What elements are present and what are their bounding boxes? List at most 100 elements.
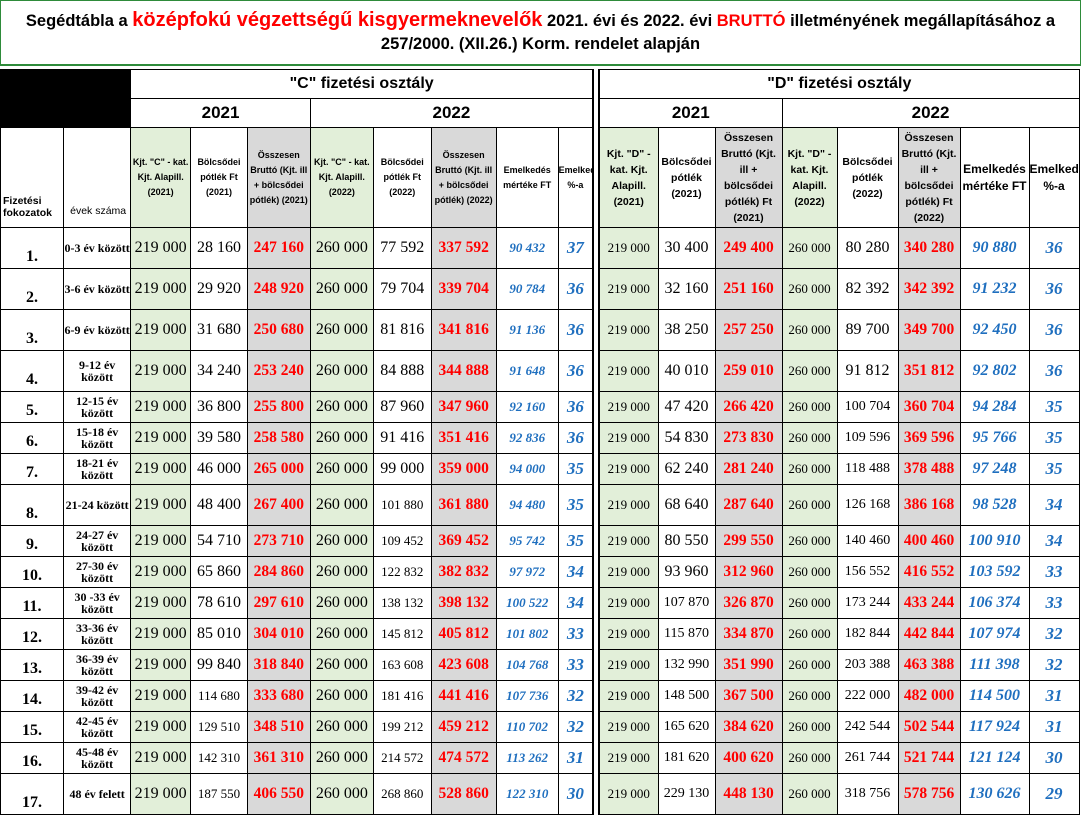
c-total-2022: 341 816 <box>430 309 497 351</box>
title-text: Segédtábla a <box>25 12 133 30</box>
d-total-2021: 367 500 <box>714 680 783 712</box>
d-base-2022: 260 000 <box>781 649 838 681</box>
d-base-2021: 219 000 <box>598 350 659 392</box>
c-total-2021: 248 920 <box>246 268 311 310</box>
d-percent: 30 <box>1028 742 1080 774</box>
d-potlek-2021: 80 550 <box>657 525 716 557</box>
d-increase: 100 910 <box>959 525 1030 557</box>
d-increase: 130 626 <box>959 773 1030 815</box>
c-increase: 107 736 <box>495 680 559 712</box>
d-potlek-2022: 100 704 <box>836 391 899 423</box>
c-total-2021: 273 710 <box>246 525 311 557</box>
c-potlek-2022: 138 132 <box>372 587 432 619</box>
c-base-2022: 260 000 <box>309 422 374 454</box>
table-row: 2. 3-6 év között 219 000 29 920 248 920 260 0… <box>0 268 594 310</box>
c-base-2021: 219 000 <box>130 453 192 485</box>
c-percent: 30 <box>557 773 594 815</box>
d-potlek-2022: 80 280 <box>836 227 899 269</box>
step-number: 11. <box>0 587 65 619</box>
d-total-2022: 342 392 <box>897 268 961 310</box>
d-total-2022: 521 744 <box>897 742 961 774</box>
c-base-2022: 260 000 <box>309 618 374 650</box>
step-number: 2. <box>0 268 65 310</box>
c-base-2022: 260 000 <box>309 268 374 310</box>
class-c-table: "C" fizetési osztály 2021 2022 Fizetési … <box>0 69 594 815</box>
d-total-2022: 433 244 <box>897 587 961 619</box>
d-potlek-2022: 222 000 <box>836 680 899 712</box>
c-total-2022: 339 704 <box>430 268 497 310</box>
c-potlek-2022: 163 608 <box>372 649 432 681</box>
table-row: 1. 0-3 év között 219 000 28 160 247 160 260 0… <box>0 227 594 269</box>
d-increase: 90 880 <box>959 227 1030 269</box>
c-total-2022: 359 000 <box>430 453 497 485</box>
table-row: 13. 36-39 év között 219 000 99 840 318 840 26… <box>0 649 594 681</box>
d-total-2021: 299 550 <box>714 525 783 557</box>
c-potlek-2021: 99 840 <box>190 649 248 681</box>
d-increase: 97 248 <box>959 453 1030 485</box>
d-total-2021: 249 400 <box>714 227 783 269</box>
d-percent: 35 <box>1028 391 1080 423</box>
d-total-2022: 360 704 <box>897 391 961 423</box>
table-row: 219 000 47 420 266 420 260 000 100 704 360 70… <box>598 391 1080 423</box>
year-interval: 15-18 év között <box>63 422 132 454</box>
d-total-2021: 334 870 <box>714 618 783 650</box>
c-potlek-2022: 91 416 <box>372 422 432 454</box>
title-highlight: középfokú végzettségű kisgyermeknevelők <box>132 9 543 31</box>
year-interval: 0-3 év között <box>63 227 132 269</box>
c-potlek-2022: 145 812 <box>372 618 432 650</box>
year-interval: 30 -33 év között <box>63 587 132 619</box>
c-total-2022: 347 960 <box>430 391 497 423</box>
d-percent: 35 <box>1028 453 1080 485</box>
c-percent: 34 <box>557 556 594 588</box>
c-increase: 92 836 <box>495 422 559 454</box>
c-total-2022: 382 832 <box>430 556 497 588</box>
step-number: 4. <box>0 350 65 392</box>
d-potlek-2021: 229 130 <box>657 773 716 815</box>
c-base-2022: 260 000 <box>309 742 374 774</box>
d-total-2021: 257 250 <box>714 309 783 351</box>
c-percent: 36 <box>557 309 594 351</box>
d-potlek-2022: 140 460 <box>836 525 899 557</box>
d-potlek-2022: 261 744 <box>836 742 899 774</box>
c-potlek-2021: 36 800 <box>190 391 248 423</box>
table-row: 219 000 62 240 281 240 260 000 118 488 378 48… <box>598 453 1080 485</box>
d-increase: 106 374 <box>959 587 1030 619</box>
c-total-2021: 348 510 <box>246 711 311 743</box>
header-c-percent: Emelkedés %-a <box>557 127 594 228</box>
d-total-2022: 502 544 <box>897 711 961 743</box>
header-d-potlek-2021: Bölcsődei pótlék (2021) <box>657 127 716 228</box>
c-potlek-2021: 78 610 <box>190 587 248 619</box>
c-base-2022: 260 000 <box>309 391 374 423</box>
c-increase: 91 136 <box>495 309 559 351</box>
c-total-2021: 304 010 <box>246 618 311 650</box>
d-total-2021: 400 620 <box>714 742 783 774</box>
c-increase: 90 432 <box>495 227 559 269</box>
c-total-2021: 297 610 <box>246 587 311 619</box>
c-potlek-2022: 81 816 <box>372 309 432 351</box>
d-potlek-2021: 62 240 <box>657 453 716 485</box>
table-row: 219 000 93 960 312 960 260 000 156 552 416 55… <box>598 556 1080 588</box>
c-base-2021: 219 000 <box>130 649 192 681</box>
d-total-2022: 482 000 <box>897 680 961 712</box>
table-row: 12. 33-36 év között 219 000 85 010 304 010 26… <box>0 618 594 650</box>
c-total-2022: 528 860 <box>430 773 497 815</box>
year-interval: 42-45 év között <box>63 711 132 743</box>
d-percent: 36 <box>1028 350 1080 392</box>
class-c-title: "C" fizetési osztály <box>130 69 594 99</box>
d-total-2022: 369 596 <box>897 422 961 454</box>
year-interval: 12-15 év között <box>63 391 132 423</box>
table-row: 4. 9-12 év között 219 000 34 240 253 240 260 … <box>0 350 594 392</box>
c-potlek-2022: 99 000 <box>372 453 432 485</box>
c-base-2021: 219 000 <box>130 484 192 526</box>
c-percent: 32 <box>557 711 594 743</box>
d-percent: 32 <box>1028 649 1080 681</box>
d-potlek-2022: 109 596 <box>836 422 899 454</box>
document-title: Segédtábla a középfokú végzettségű kisgy… <box>0 0 1081 66</box>
c-base-2022: 260 000 <box>309 484 374 526</box>
step-number: 7. <box>0 453 65 485</box>
c-base-2022: 260 000 <box>309 773 374 815</box>
c-base-2022: 260 000 <box>309 680 374 712</box>
d-base-2022: 260 000 <box>781 618 838 650</box>
d-potlek-2022: 118 488 <box>836 453 899 485</box>
d-base-2021: 219 000 <box>598 618 659 650</box>
